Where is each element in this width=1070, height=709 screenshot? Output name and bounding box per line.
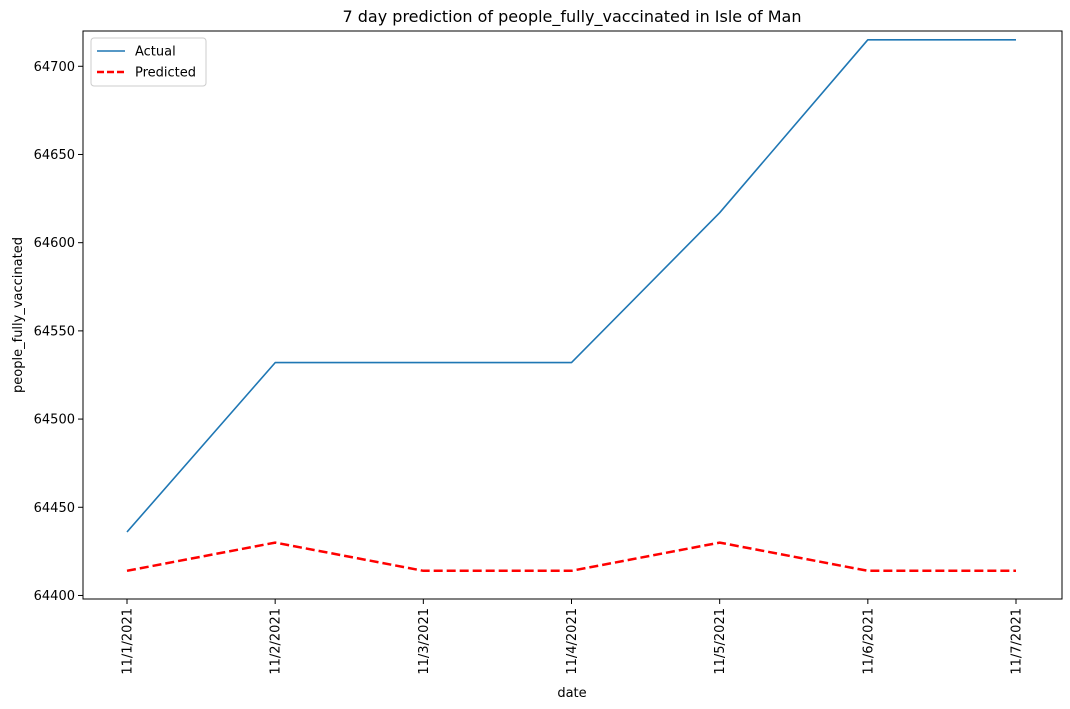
series-line-predicted xyxy=(126,541,1016,573)
series-layer xyxy=(126,38,1016,573)
chart-title: 7 day prediction of people_fully_vaccina… xyxy=(343,7,802,27)
legend-label: Predicted xyxy=(135,66,196,81)
x-axis: 11/1/2021 11/2/2021 11/3/2021 11/4/2021 11/5… xyxy=(121,599,1025,675)
series-line-actual xyxy=(126,38,1016,533)
y-axis-label: people_fully_vaccinated xyxy=(11,237,26,393)
plot-area xyxy=(82,30,1063,600)
y-axis: 64400 64450 64500 64550 64600 64650 64700 xyxy=(34,60,83,604)
y-tick-label: 64400 xyxy=(34,589,75,604)
legend-box xyxy=(90,37,207,87)
x-axis-label: date xyxy=(557,686,586,701)
y-tick-label: 64600 xyxy=(34,236,75,251)
x-tick-label: 11/4/2021 xyxy=(565,608,580,675)
y-tick-label: 64550 xyxy=(34,324,75,339)
x-tick-label: 11/3/2021 xyxy=(417,608,432,675)
x-tick-label: 11/2/2021 xyxy=(269,608,284,675)
legend-label: Actual xyxy=(135,45,176,60)
x-tick-label: 11/7/2021 xyxy=(1010,608,1025,675)
x-tick-label: 11/6/2021 xyxy=(861,608,876,675)
y-tick-label: 64500 xyxy=(34,413,75,428)
y-tick-label: 64650 xyxy=(34,148,75,163)
y-tick-label: 64700 xyxy=(34,60,75,75)
y-tick-label: 64450 xyxy=(34,501,75,516)
x-tick-label: 11/1/2021 xyxy=(121,608,136,675)
legend: Actual Predicted xyxy=(90,37,207,87)
x-tick-label: 11/5/2021 xyxy=(713,608,728,675)
